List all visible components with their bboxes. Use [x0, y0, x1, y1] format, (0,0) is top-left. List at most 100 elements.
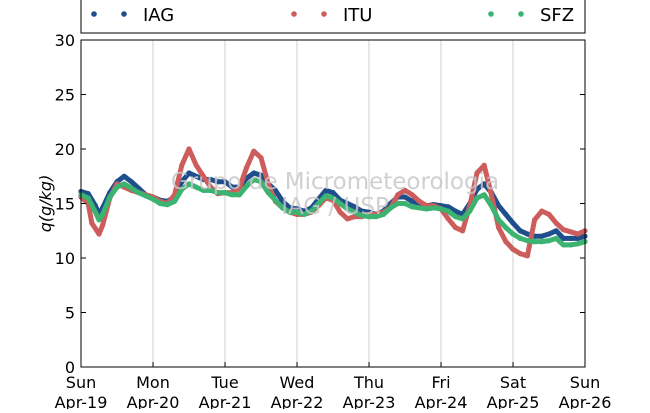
y-tick-label: 30 [55, 31, 75, 50]
data-point [337, 200, 343, 207]
data-point [481, 162, 487, 168]
data-point [229, 192, 235, 198]
data-point [337, 209, 343, 215]
data-point [164, 202, 170, 208]
data-point [532, 217, 538, 223]
data-point [100, 222, 106, 228]
x-tick-label-day: Wed [280, 373, 315, 392]
y-tick-label: 15 [55, 195, 75, 214]
data-point [222, 179, 228, 185]
data-point [294, 209, 300, 215]
data-point [460, 216, 466, 222]
legend: IAG ITU SFZ [80, 0, 586, 34]
data-point [344, 200, 350, 207]
x-tick-label-date: Apr-21 [199, 393, 252, 409]
data-point [568, 229, 574, 235]
data-point [179, 186, 185, 192]
data-point [503, 224, 509, 231]
legend-label-itu: ITU [343, 5, 372, 26]
x-tick-label-date: Apr-24 [415, 393, 468, 409]
data-point [301, 211, 307, 217]
data-point [546, 231, 552, 237]
data-point [438, 206, 444, 212]
data-point [251, 176, 257, 183]
data-point [265, 181, 271, 187]
data-point [488, 192, 494, 198]
data-point [481, 192, 487, 198]
data-point [402, 187, 408, 193]
data-point [244, 164, 250, 171]
data-point [89, 220, 95, 226]
data-point [193, 173, 199, 179]
data-point [272, 197, 278, 203]
data-point [179, 162, 185, 168]
data-point [186, 181, 192, 187]
x-tick-label-date: Apr-20 [127, 393, 180, 409]
data-point [258, 155, 264, 161]
x-tick-label-day: Sat [500, 373, 526, 392]
data-point [560, 242, 567, 248]
legend-marker [518, 11, 524, 17]
legend-marker [291, 11, 297, 17]
data-point [200, 187, 206, 193]
data-point [316, 200, 322, 207]
data-point [323, 187, 329, 193]
data-point [568, 242, 574, 248]
data-point [344, 206, 350, 212]
data-point [366, 214, 372, 220]
data-point [452, 214, 458, 220]
data-point [388, 205, 394, 211]
data-point [114, 184, 120, 190]
data-point [143, 193, 149, 199]
data-point [330, 195, 336, 201]
data-point [409, 198, 415, 204]
data-point [193, 184, 199, 190]
x-tick-label-date: Apr-23 [343, 393, 396, 409]
data-point [208, 187, 214, 193]
y-tick-label: 25 [55, 86, 75, 105]
data-point [524, 253, 531, 259]
data-point [229, 184, 235, 190]
legend-marker [488, 11, 494, 17]
data-point [575, 231, 581, 237]
data-point [287, 209, 293, 215]
data-point [359, 212, 365, 219]
data-point [517, 228, 523, 234]
data-point [402, 194, 408, 200]
data-point [402, 200, 408, 207]
data-point [474, 170, 480, 176]
data-point [424, 206, 430, 212]
y-axis: 0 5 10 15 20 25 30 [55, 31, 585, 377]
legend-marker [321, 11, 327, 17]
x-tick-label-date: Apr-26 [559, 393, 612, 409]
data-point [445, 208, 451, 214]
data-point [265, 190, 271, 196]
y-tick-label: 5 [65, 304, 75, 323]
legend-box [80, 0, 586, 34]
y-axis-label: q(g/kg) [36, 175, 55, 233]
data-point [308, 208, 314, 214]
data-point [251, 170, 257, 176]
data-point [510, 220, 516, 226]
data-point [503, 211, 509, 217]
data-point [121, 173, 127, 179]
data-point [553, 220, 559, 226]
data-point [496, 203, 502, 209]
data-point [251, 148, 257, 154]
data-point [323, 193, 329, 199]
data-point [330, 190, 336, 196]
data-point [553, 235, 559, 241]
data-point [575, 235, 581, 241]
data-point [280, 198, 286, 204]
data-point [100, 211, 106, 217]
x-tick-label-date: Apr-25 [487, 393, 540, 409]
data-point [546, 211, 552, 217]
data-point [524, 238, 531, 244]
data-point [352, 209, 358, 215]
data-point [496, 217, 502, 223]
data-point [258, 172, 264, 178]
data-point [560, 235, 567, 241]
x-tick-label-day: Sun [66, 373, 96, 392]
data-point [488, 203, 494, 209]
